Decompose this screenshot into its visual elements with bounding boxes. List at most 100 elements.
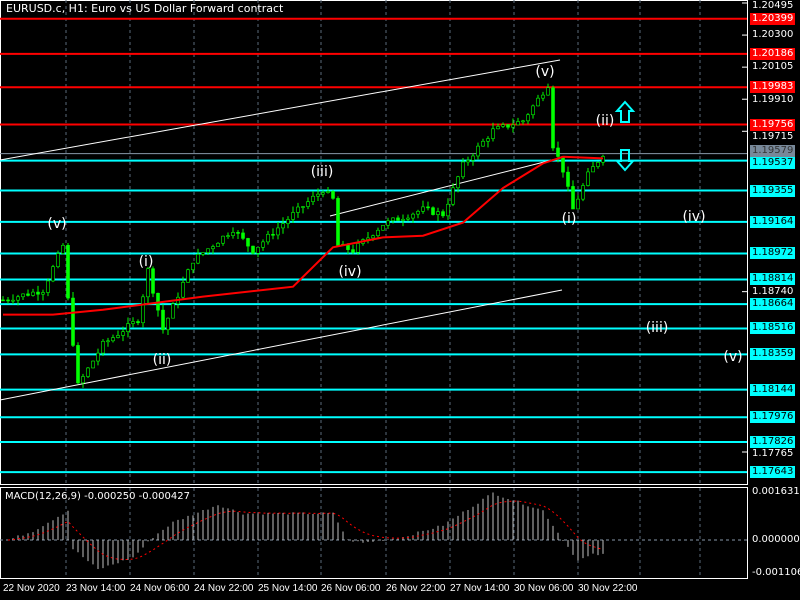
candle-body (421, 206, 425, 212)
elliott-wave-label: (i) (138, 254, 154, 270)
macd-axis-label: 0.001631 (752, 486, 800, 497)
candle-body (591, 166, 595, 173)
candle-body (521, 120, 525, 123)
candle-body (436, 211, 440, 215)
candle-body (231, 232, 235, 236)
candle-body (201, 252, 205, 255)
candle-body (431, 207, 435, 215)
candle-body (376, 229, 380, 237)
candle-body (311, 195, 315, 202)
elliott-wave-label: (v) (535, 64, 555, 80)
price-axis-label: 1.20105 (752, 61, 794, 73)
chart-title: EURUSD.c, H1: Euro vs US Dollar Forward … (6, 2, 284, 15)
candle-body (166, 317, 170, 331)
candle-body (151, 268, 155, 294)
candle-body (76, 345, 80, 384)
arrow-down-icon (614, 149, 636, 172)
main-panel-border (0, 0, 748, 485)
candle-body (396, 217, 400, 221)
candle-body (381, 225, 385, 231)
candle-body (136, 321, 140, 324)
date-label: 26 Nov 06:00 (321, 583, 381, 594)
candle-body (386, 220, 390, 226)
date-label: 24 Nov 22:00 (194, 583, 254, 594)
candle-body (121, 331, 125, 336)
candle-body (356, 243, 360, 253)
support-price-label: 1.18814 (750, 273, 796, 286)
candle-body (331, 191, 335, 199)
candle-body (191, 262, 195, 271)
elliott-wave-label: (i) (561, 211, 577, 227)
macd-signal-line (7, 500, 604, 561)
candle-body (171, 303, 175, 319)
candle-body (126, 323, 130, 332)
candle-body (71, 297, 75, 346)
macd-axis-label: -0.001106 (752, 566, 800, 578)
candle-body (236, 232, 240, 234)
resistance-price-label: 1.19983 (750, 81, 796, 94)
candle-body (556, 147, 560, 157)
candle-body (61, 244, 65, 254)
candle-body (181, 282, 185, 298)
candle-body (81, 376, 85, 384)
date-label: 22 Nov 2020 (3, 583, 60, 594)
support-price-label: 1.19537 (750, 157, 796, 170)
support-price-label: 1.17976 (750, 411, 796, 424)
candle-body (336, 198, 340, 246)
candle-body (101, 340, 105, 354)
candle-body (451, 187, 455, 205)
candle-body (301, 206, 305, 208)
candle-body (146, 268, 150, 298)
candle-body (111, 337, 115, 342)
price-axis-label: 1.19715 (752, 131, 794, 143)
candle-body (86, 367, 90, 377)
candle-body (96, 352, 100, 362)
candle-body (256, 246, 260, 254)
arrow-up-icon (614, 100, 636, 123)
candle-body (496, 126, 500, 130)
candle-body (561, 156, 565, 173)
price-axis-label: 1.18740 (752, 285, 794, 297)
candle-body (241, 232, 245, 239)
candle-body (426, 206, 430, 209)
candle-body (476, 145, 480, 157)
candle-body (566, 171, 570, 187)
date-label: 23 Nov 14:00 (66, 583, 126, 594)
candle-body (526, 114, 530, 122)
date-label: 26 Nov 22:00 (386, 583, 446, 594)
candle-body (406, 217, 410, 220)
candle-body (31, 291, 35, 296)
support-price-label: 1.17643 (750, 466, 796, 479)
candle-body (36, 291, 40, 295)
candle-body (541, 94, 545, 99)
candle-body (481, 140, 485, 147)
candle-body (66, 244, 70, 299)
candle-body (271, 233, 275, 236)
candle-body (321, 192, 325, 195)
candle-body (196, 254, 200, 264)
candle-body (11, 299, 15, 302)
candle-body (51, 266, 55, 282)
candle-body (411, 213, 415, 219)
support-price-label: 1.18664 (750, 298, 796, 311)
support-price-label: 1.19164 (750, 215, 796, 228)
price-axis-label: 1.20300 (752, 29, 794, 41)
support-price-label: 1.17826 (750, 435, 796, 448)
resistance-price-label: 1.19756 (750, 118, 796, 131)
candle-body (491, 128, 495, 139)
candle-body (371, 235, 375, 239)
candle-body (551, 87, 555, 149)
elliott-wave-label: (ii) (152, 352, 172, 368)
candle-body (401, 218, 405, 221)
elliott-wave-label: (ii) (595, 113, 615, 129)
macd-axis-label: 0.000000 (752, 534, 800, 545)
price-axis-label: 1.17765 (752, 448, 794, 460)
macd-label: MACD(12,26,9) -0.000250 -0.000427 (5, 491, 190, 502)
candle-body (16, 296, 20, 301)
candle-body (506, 124, 510, 128)
candle-body (486, 138, 490, 142)
candle-body (216, 242, 220, 247)
candle-body (251, 245, 255, 254)
